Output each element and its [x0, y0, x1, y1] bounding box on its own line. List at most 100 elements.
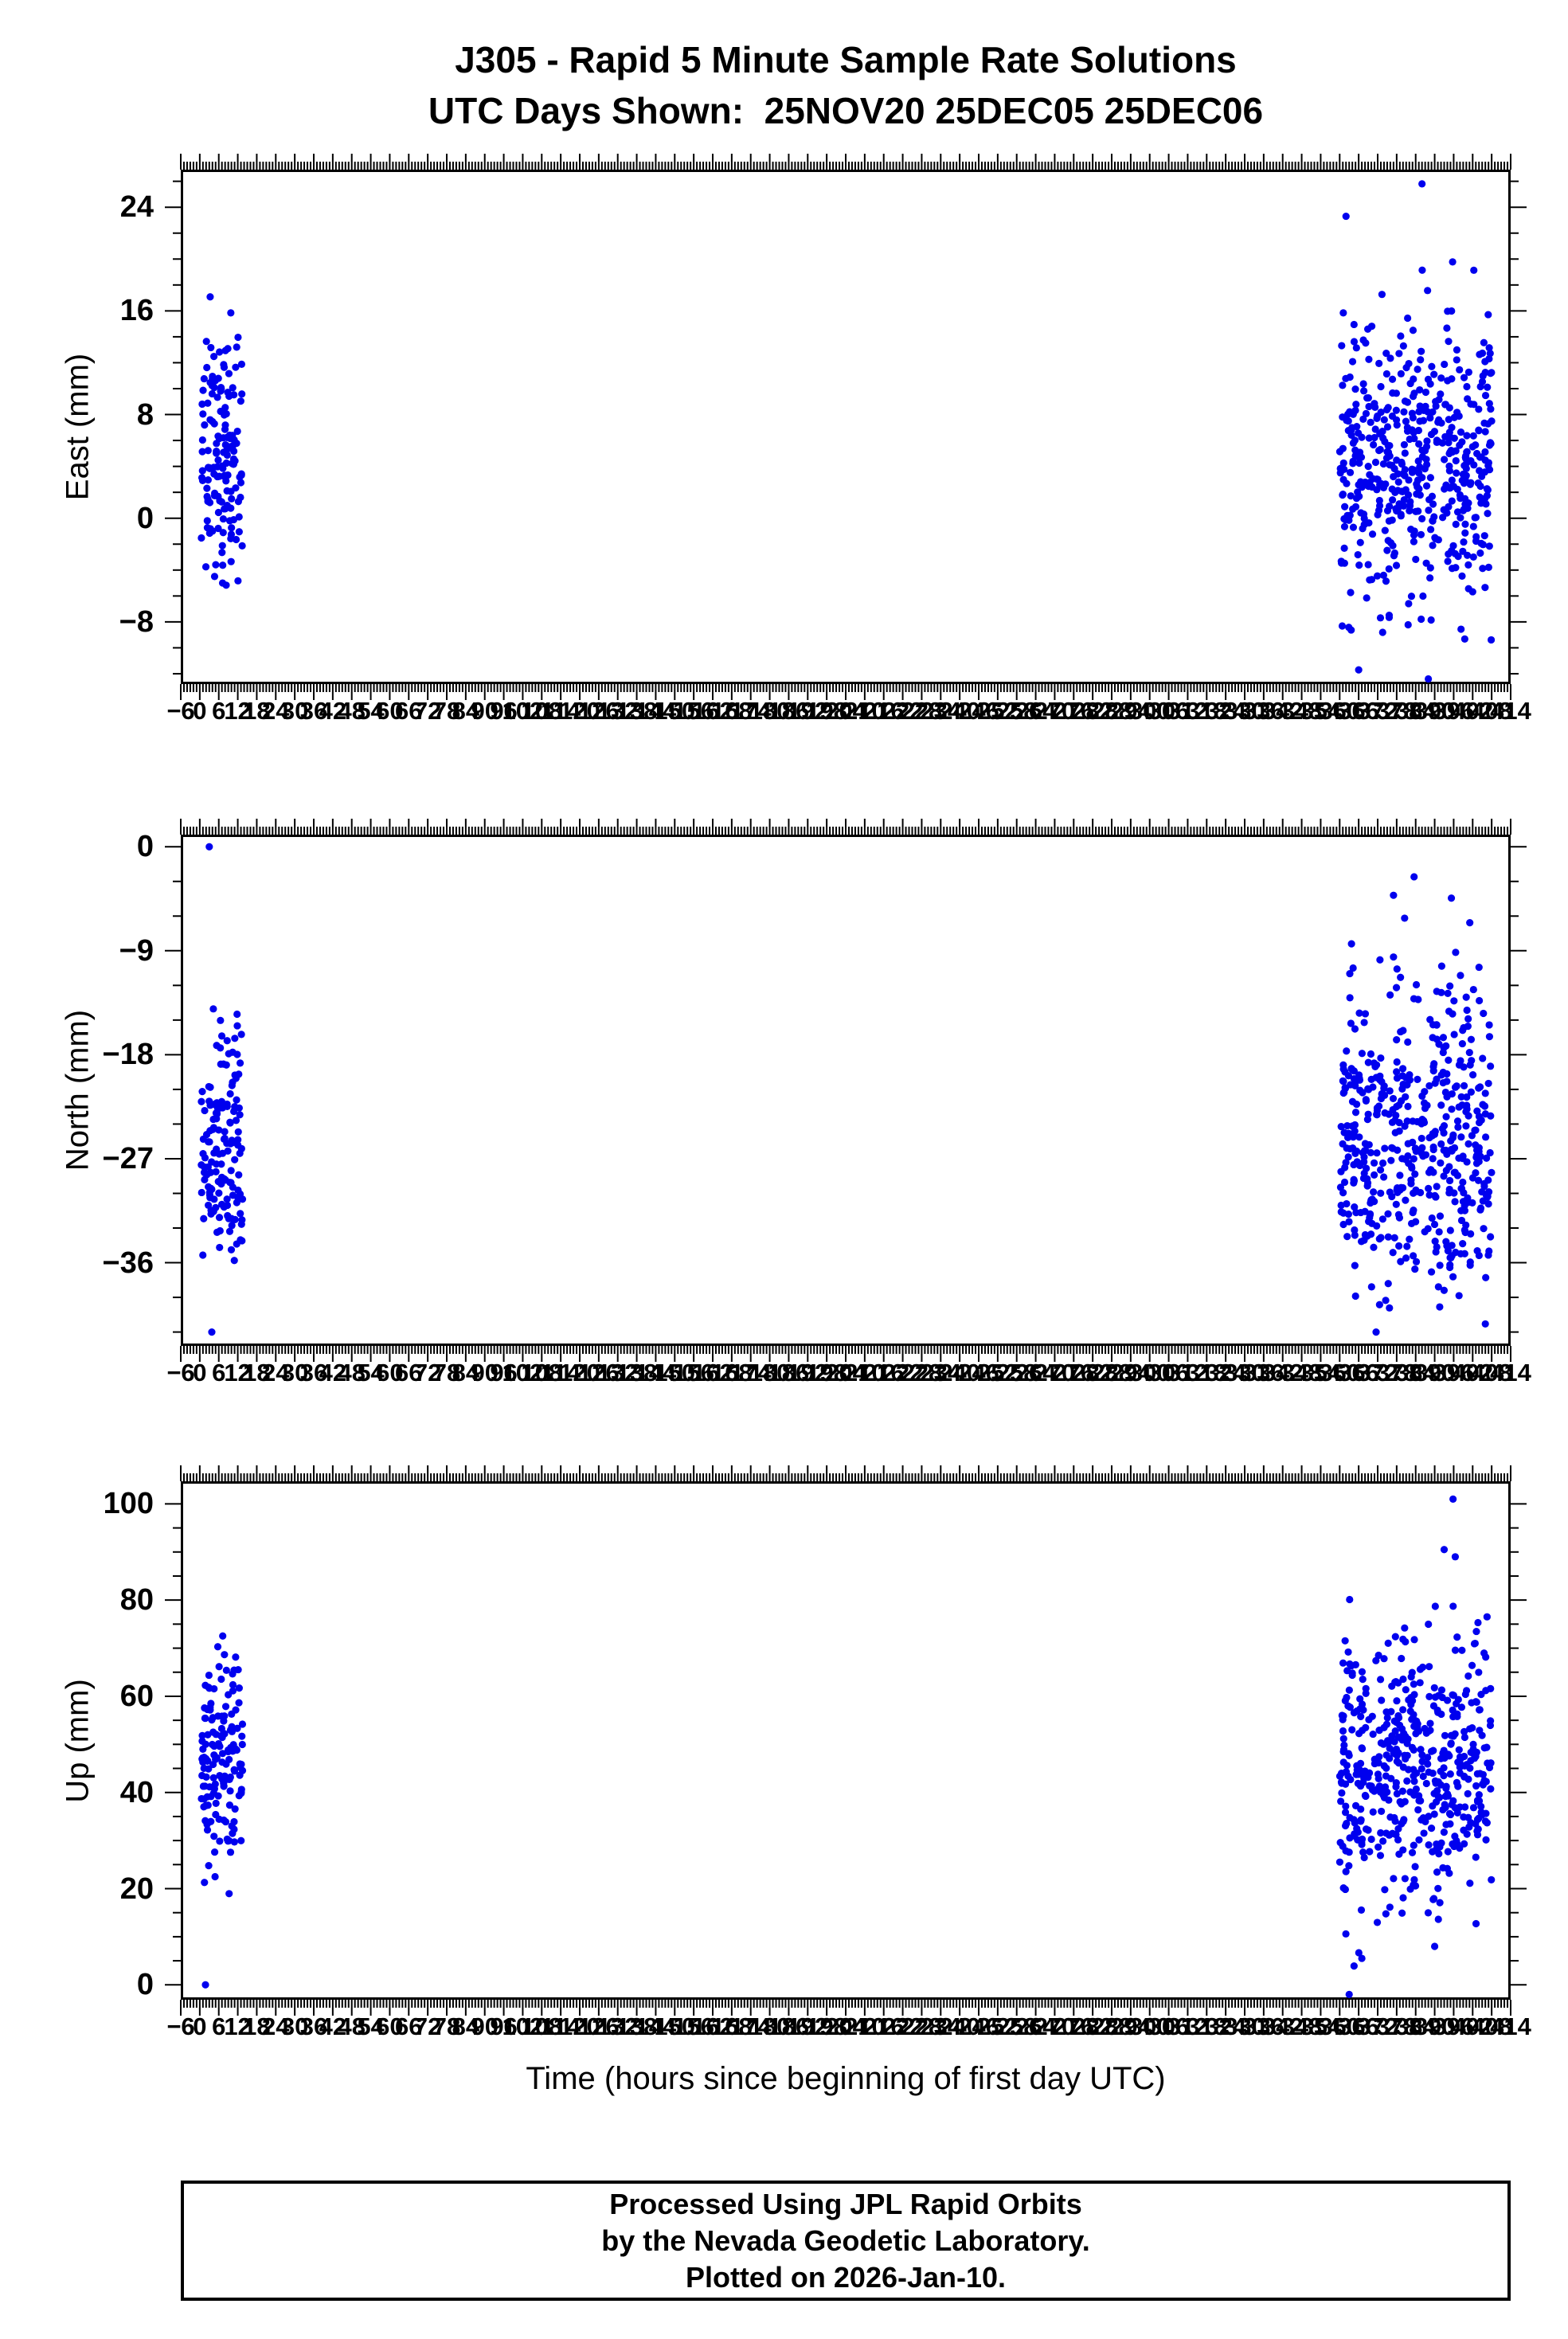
north-x-tick-label: 66 — [395, 1359, 423, 1387]
up-x-tick-label: 6 — [212, 2012, 226, 2040]
up-x-tick-label: 336 — [1242, 2012, 1285, 2040]
east-x-tick-label: 288 — [1091, 697, 1132, 725]
up-x-tick-label: 378 — [1375, 2012, 1417, 2040]
north-x-tick-label: 288 — [1091, 1359, 1132, 1387]
east-x-tick-label: 240 — [939, 697, 981, 725]
up-x-tick-label: 354 — [1300, 2012, 1342, 2040]
east-x-tick-label: 336 — [1242, 697, 1285, 725]
north-x-tick-label: 300 — [1128, 1359, 1171, 1387]
east-x-tick-label: 108 — [521, 697, 563, 725]
up-x-tick-label: 78 — [432, 2012, 461, 2040]
up-x-tick-label: 414 — [1490, 2012, 1531, 2040]
up-x-tick-label: 24 — [262, 2012, 290, 2040]
up-x-tick-label: 108 — [521, 2012, 563, 2040]
east-data-points — [197, 180, 1496, 683]
north-x-tick-label: 198 — [806, 1359, 848, 1387]
up-x-tick-label: 360 — [1319, 2012, 1361, 2040]
up-x-tick-label: 348 — [1281, 2012, 1323, 2040]
up-x-tick-label: 258 — [995, 2012, 1038, 2040]
east-x-tick-label: 234 — [920, 697, 962, 725]
east-x-tick-label: 180 — [749, 697, 791, 725]
north-x-tick-label: 162 — [692, 1359, 733, 1387]
north-axis-ticks — [165, 819, 1527, 1362]
up-x-tick-label: 228 — [901, 2012, 943, 2040]
north-x-tick-label: 384 — [1394, 1359, 1437, 1387]
east-axis-ticks — [165, 154, 1527, 700]
up-x-tick-label: 12 — [224, 2012, 252, 2040]
east-x-tick-label: 384 — [1394, 697, 1437, 725]
north-x-tick-label: 108 — [521, 1359, 563, 1387]
up-x-tick-label: 318 — [1186, 2012, 1228, 2040]
up-x-tick-label: 312 — [1167, 2012, 1209, 2040]
up-y-tick-label: 20 — [119, 1872, 154, 1906]
north-x-tick-label: 78 — [432, 1359, 461, 1387]
north-x-tick-label: 330 — [1224, 1359, 1265, 1387]
east-x-tick-label: 84 — [452, 697, 480, 725]
north-x-tick-label: 168 — [710, 1359, 753, 1387]
up-x-tick-label: 18 — [243, 2012, 271, 2040]
up-x-tick-label: 222 — [882, 2012, 924, 2040]
up-x-tick-label: 126 — [577, 2012, 620, 2040]
east-x-tick-label: 72 — [413, 697, 442, 725]
up-x-tick-label: 342 — [1261, 2012, 1304, 2040]
up-x-tick-label: 132 — [596, 2012, 639, 2040]
up-x-tick-label: 270 — [1034, 2012, 1076, 2040]
chart-subtitle: UTC Days Shown: 25NOV20 25DEC05 25DEC06 — [428, 90, 1264, 131]
up-x-tick-label: 42 — [319, 2012, 347, 2040]
east-panel — [165, 154, 1527, 700]
north-x-tick-label: 228 — [901, 1359, 943, 1387]
east-x-tick-label: 42 — [319, 697, 347, 725]
east-x-tick-label: 120 — [559, 697, 600, 725]
north-x-tick-label: 18 — [243, 1359, 271, 1387]
north-x-tick-label: 144 — [635, 1359, 677, 1387]
north-x-tick-label: 324 — [1205, 1359, 1247, 1387]
up-x-tick-label: 48 — [338, 2012, 366, 2040]
up-x-tick-label: 240 — [939, 2012, 981, 2040]
east-plot-frame — [181, 170, 1511, 684]
north-x-tick-label: 6 — [212, 1359, 226, 1387]
north-panel — [165, 819, 1527, 1362]
up-x-tick-label: 54 — [357, 2012, 385, 2040]
up-x-tick-label: 144 — [635, 2012, 677, 2040]
north-y-tick-label: 0 — [136, 830, 154, 864]
east-y-tick-label: 24 — [119, 190, 154, 225]
up-x-tick-label: 198 — [806, 2012, 848, 2040]
north-x-tick-label: 276 — [1053, 1359, 1095, 1387]
east-x-tick-label: 366 — [1338, 697, 1380, 725]
north-x-tick-label: 408 — [1471, 1359, 1513, 1387]
up-x-tick-label: 84 — [452, 2012, 480, 2040]
north-x-tick-label: 378 — [1375, 1359, 1417, 1387]
up-x-tick-label: 156 — [673, 2012, 715, 2040]
north-x-tick-label: 252 — [976, 1359, 1019, 1387]
east-x-tick-label: 372 — [1357, 697, 1398, 725]
north-x-tick-label: 282 — [1072, 1359, 1114, 1387]
north-x-tick-label: 186 — [768, 1359, 810, 1387]
east-x-tick-label: 408 — [1471, 697, 1513, 725]
up-x-tick-label: 114 — [541, 2012, 581, 2040]
north-x-tick-label: 96 — [490, 1359, 518, 1387]
up-x-tick-label: 150 — [654, 2012, 696, 2040]
up-x-tick-label: 396 — [1433, 2012, 1475, 2040]
up-y-tick-label: 60 — [119, 1679, 154, 1713]
north-x-tick-label: 234 — [920, 1359, 962, 1387]
up-plot-frame — [181, 1481, 1511, 2000]
north-x-tick-label: 216 — [862, 1359, 905, 1387]
east-x-tick-label: 204 — [825, 697, 866, 725]
east-x-tick-label: 222 — [882, 697, 924, 725]
north-x-tick-label: 270 — [1034, 1359, 1076, 1387]
east-x-tick-label: 330 — [1224, 697, 1265, 725]
east-x-tick-label: 186 — [768, 697, 810, 725]
north-x-tick-label: 348 — [1281, 1359, 1323, 1387]
east-x-tick-label: 312 — [1167, 697, 1209, 725]
east-x-tick-label: 378 — [1375, 697, 1417, 725]
up-x-tick-label: 306 — [1148, 2012, 1190, 2040]
east-x-tick-label: 342 — [1261, 697, 1304, 725]
north-x-tick-label: 390 — [1414, 1359, 1456, 1387]
north-x-tick-label: 414 — [1490, 1359, 1531, 1387]
east-x-tick-label: 348 — [1281, 697, 1323, 725]
footer-line-3: Plotted on 2026-Jan-10. — [685, 2260, 1007, 2294]
east-x-tick-label: 318 — [1186, 697, 1228, 725]
east-x-tick-label: 210 — [843, 697, 886, 725]
up-x-tick-label: 90 — [471, 2012, 499, 2040]
east-x-tick-label: 138 — [616, 697, 658, 725]
